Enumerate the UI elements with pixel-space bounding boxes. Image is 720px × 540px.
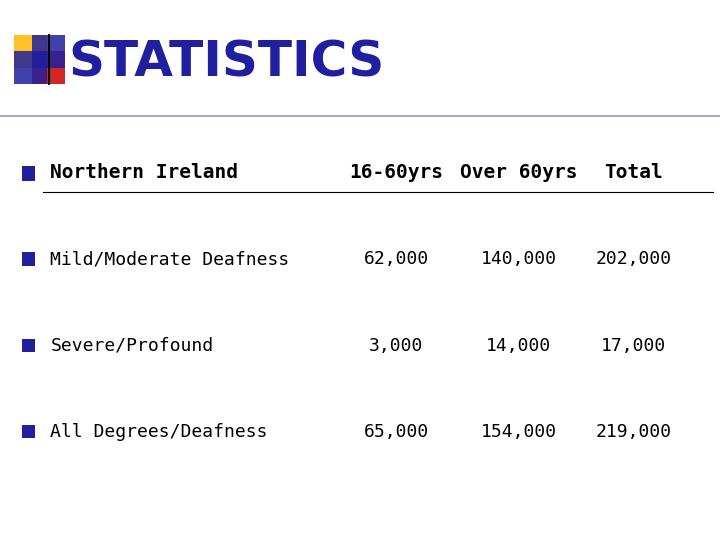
Text: 16-60yrs: 16-60yrs [349,163,443,183]
Text: STATISTICS: STATISTICS [68,38,384,86]
Text: 219,000: 219,000 [595,423,672,441]
Text: 14,000: 14,000 [486,336,551,355]
FancyBboxPatch shape [14,51,47,84]
FancyBboxPatch shape [32,51,65,84]
Text: Mild/Moderate Deafness: Mild/Moderate Deafness [50,250,289,268]
Text: Severe/Profound: Severe/Profound [50,336,214,355]
Text: 17,000: 17,000 [601,336,666,355]
Text: Over 60yrs: Over 60yrs [459,163,577,183]
FancyBboxPatch shape [14,35,47,68]
Text: All Degrees/Deafness: All Degrees/Deafness [50,423,268,441]
Text: 140,000: 140,000 [480,250,557,268]
FancyBboxPatch shape [32,35,65,68]
Bar [22,252,35,266]
Bar [22,425,35,438]
Text: 154,000: 154,000 [480,423,557,441]
Bar [22,339,35,352]
Text: 3,000: 3,000 [369,336,423,355]
Text: 65,000: 65,000 [364,423,428,441]
Text: Northern Ireland: Northern Ireland [50,163,238,183]
Text: 62,000: 62,000 [364,250,428,268]
Text: Total: Total [604,163,663,183]
Text: 202,000: 202,000 [595,250,672,268]
Bar [22,166,35,181]
